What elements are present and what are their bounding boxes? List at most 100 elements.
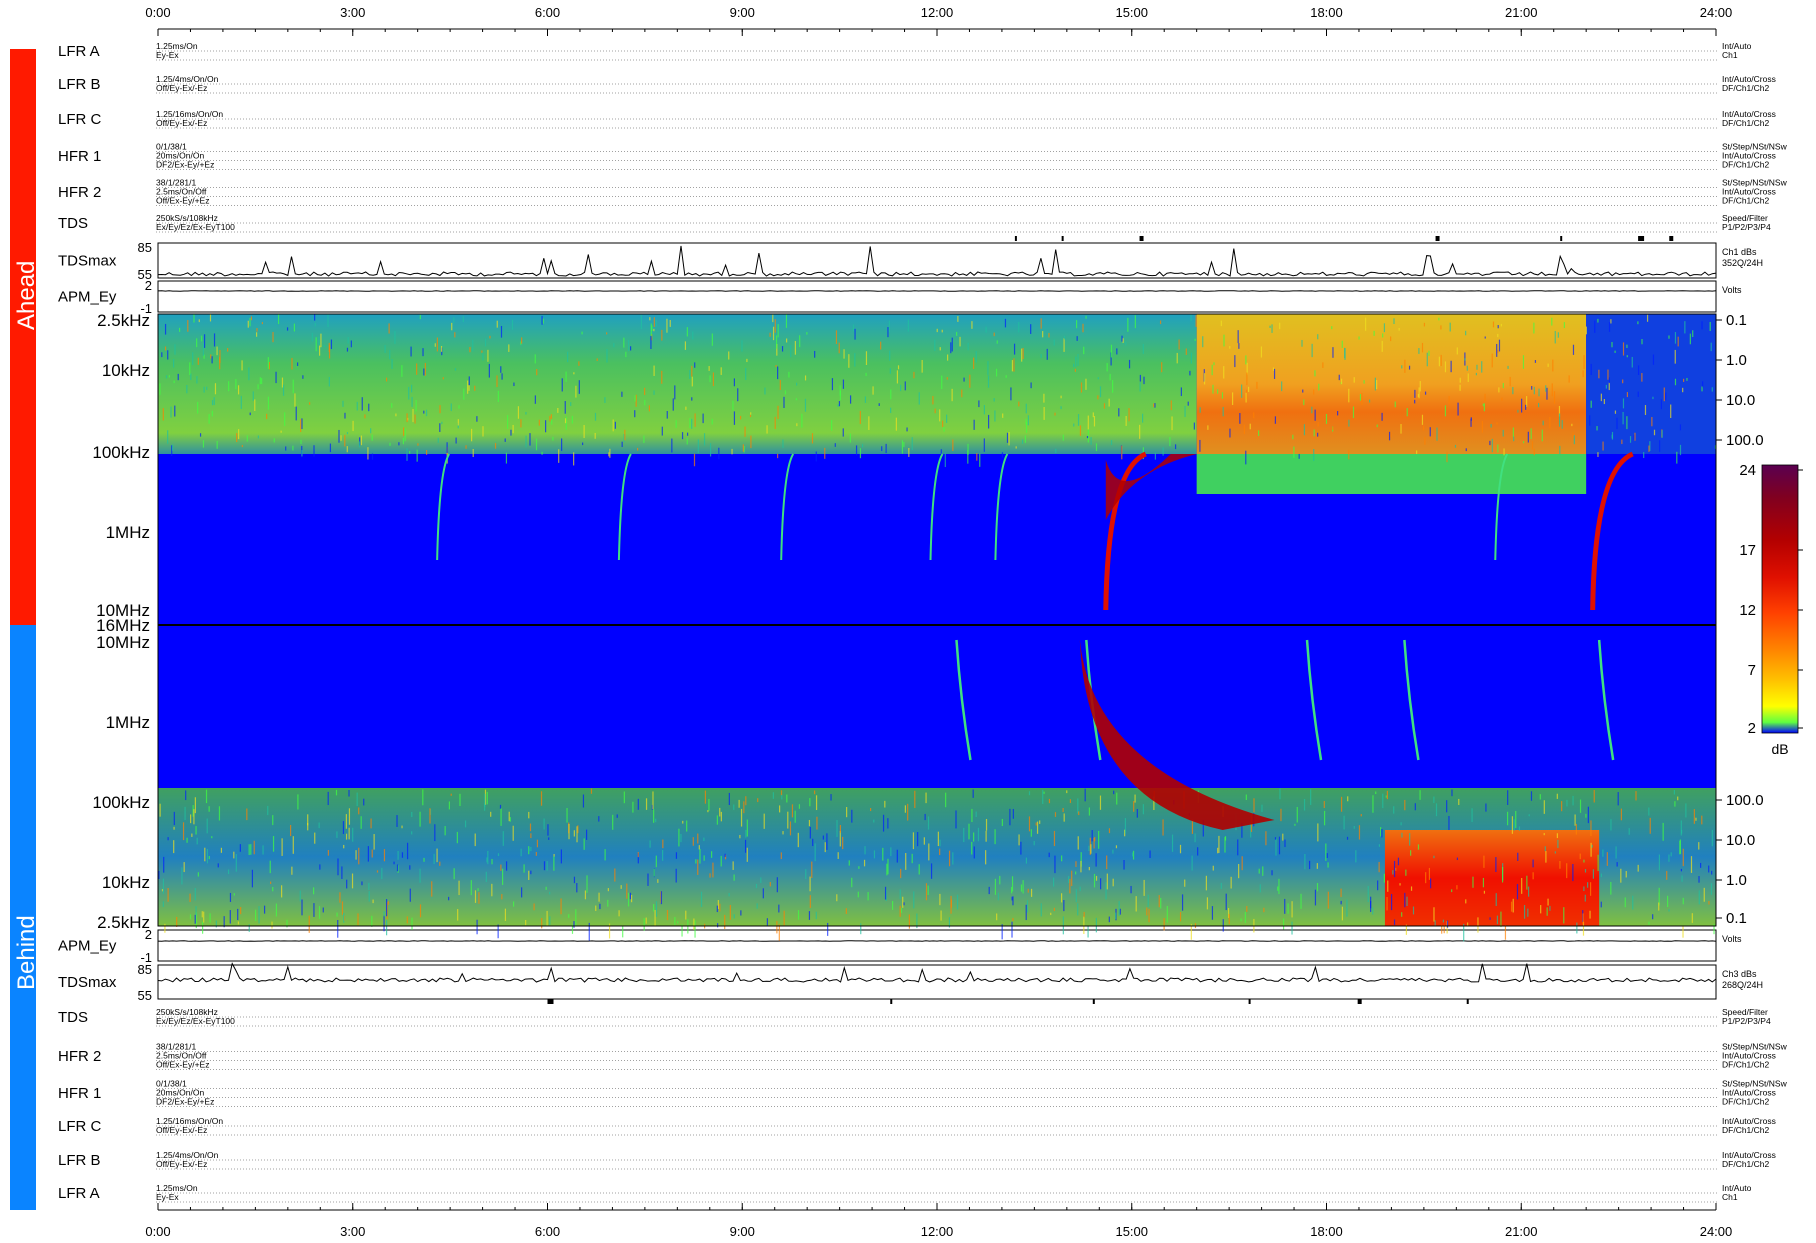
behind-noise-speck xyxy=(757,798,758,802)
behind-noise-speck xyxy=(206,790,207,803)
ahead-noise-speck xyxy=(1498,325,1499,328)
ahead-noise-speck xyxy=(1160,320,1161,324)
ahead-noise-speck xyxy=(1090,437,1091,445)
ahead-noise-speck xyxy=(525,436,526,448)
ahead-noise-speck xyxy=(165,324,166,335)
ahead-noise-speck xyxy=(785,390,786,394)
behind-noise-speck xyxy=(1514,819,1515,830)
behind-noise-speck xyxy=(197,838,198,845)
ahead-noise-speck xyxy=(1652,397,1653,399)
ahead-noise-speck xyxy=(1569,375,1570,382)
ahead-noise-speck xyxy=(1348,450,1349,460)
ahead-noise-speck xyxy=(1025,435,1026,442)
ahead-noise-speck xyxy=(441,346,442,352)
behind-noise-speck xyxy=(491,859,492,864)
ahead-noise-speck xyxy=(1559,446,1560,454)
ahead-noise-speck xyxy=(443,377,444,379)
ahead-noise-speck xyxy=(294,393,295,406)
ahead-noise-speck xyxy=(1572,432,1573,438)
behind-noise-speck xyxy=(300,891,301,902)
ahead-noise-speck xyxy=(1317,433,1318,437)
ahead-noise-speck xyxy=(1634,433,1635,441)
behind-noise-speck xyxy=(695,859,696,863)
ahead-noise-speck xyxy=(1054,413,1055,416)
ahead-noise-speck xyxy=(956,332,957,336)
ahead-noise-speck xyxy=(1423,426,1424,431)
ahead-tds-event-mark xyxy=(1638,236,1644,241)
behind-noise-speck xyxy=(1260,884,1261,892)
ahead-noise-speck xyxy=(465,445,466,449)
behind-noise-speck xyxy=(1585,895,1586,902)
ahead-noise-speck xyxy=(500,366,501,373)
ahead-noise-speck xyxy=(1513,428,1514,438)
ahead-noise-speck xyxy=(447,442,448,453)
ahead-noise-speck xyxy=(597,358,598,361)
ahead-noise-speck xyxy=(505,438,506,441)
behind-noise-speck xyxy=(411,812,412,817)
ahead-noise-speck xyxy=(1125,342,1126,346)
behind-noise-speck xyxy=(209,913,210,922)
behind-noise-speck xyxy=(510,817,511,822)
ahead-noise-speck xyxy=(266,414,267,419)
ahead-noise-speck xyxy=(913,372,914,378)
ahead-noise-speck xyxy=(1457,403,1458,416)
ahead-noise-speck xyxy=(1026,419,1027,425)
behind-noise-speck xyxy=(781,794,782,799)
behind-noise-speck xyxy=(1100,878,1101,889)
behind-noise-speck xyxy=(595,906,596,911)
ahead-noise-speck xyxy=(1337,411,1338,415)
behind-noise-speck xyxy=(1324,811,1325,825)
behind-noise-speck xyxy=(323,908,324,913)
behind-apm-right-label: Volts xyxy=(1722,934,1742,944)
behind-noise-speck xyxy=(173,827,174,830)
behind-noise-speck xyxy=(874,850,875,858)
behind-noise-speck xyxy=(810,827,811,839)
behind-noise-speck xyxy=(825,842,826,852)
behind-noise-speck xyxy=(1711,871,1712,875)
ahead-noise-speck xyxy=(199,319,200,322)
behind-noise-speck xyxy=(568,824,569,839)
ahead-noise-speck xyxy=(256,332,257,336)
ahead-noise-speck xyxy=(439,405,440,413)
behind-noise-speck xyxy=(1042,790,1043,804)
ahead-noise-speck xyxy=(689,370,690,379)
behind-noise-speck xyxy=(1009,809,1010,825)
ahead-noise-speck xyxy=(889,351,890,361)
ahead-noise-speck xyxy=(469,347,470,352)
ahead-noise-speck xyxy=(1281,381,1282,391)
ahead-noise-speck xyxy=(1614,351,1615,353)
ahead-noise-speck xyxy=(372,434,373,440)
behind-noise-speck xyxy=(705,791,706,804)
ahead-noise-speck xyxy=(206,387,207,390)
ahead-noise-speck xyxy=(403,427,404,435)
ahead-noise-speck xyxy=(673,398,674,410)
behind-noise-speck xyxy=(816,817,817,830)
ahead-noise-speck xyxy=(1042,331,1043,337)
behind-noise-speck xyxy=(973,832,974,841)
ahead-noise-speck xyxy=(1399,328,1400,331)
behind-noise-speck xyxy=(697,833,698,843)
behind-noise-speck xyxy=(1694,809,1695,824)
ahead-tds-event-mark xyxy=(1436,236,1440,241)
behind-noise-speck xyxy=(974,846,975,858)
behind-noise-speck xyxy=(787,812,788,829)
ahead-noise-speck xyxy=(1018,402,1019,407)
ahead-noise-speck xyxy=(623,338,624,348)
behind-noise-speck xyxy=(487,851,488,864)
ahead-noise-speck xyxy=(159,383,160,395)
ahead-noise-speck xyxy=(1630,436,1631,443)
behind-noise-speck xyxy=(704,855,705,860)
ahead-noise-speck xyxy=(1643,452,1644,458)
behind-noise-speck xyxy=(1377,880,1378,890)
behind-noise-speck xyxy=(864,846,865,854)
behind-noise-speck xyxy=(1280,809,1281,821)
behind-noise-speck xyxy=(230,910,231,923)
ahead-noise-speck xyxy=(1313,449,1314,461)
behind-noise-speck xyxy=(1027,900,1028,912)
ahead-noise-speck xyxy=(312,333,313,342)
ahead-noise-speck xyxy=(513,383,514,387)
ahead-noise-speck xyxy=(196,338,197,347)
behind-noise-speck xyxy=(1433,907,1434,921)
ahead-noise-speck xyxy=(691,366,692,377)
